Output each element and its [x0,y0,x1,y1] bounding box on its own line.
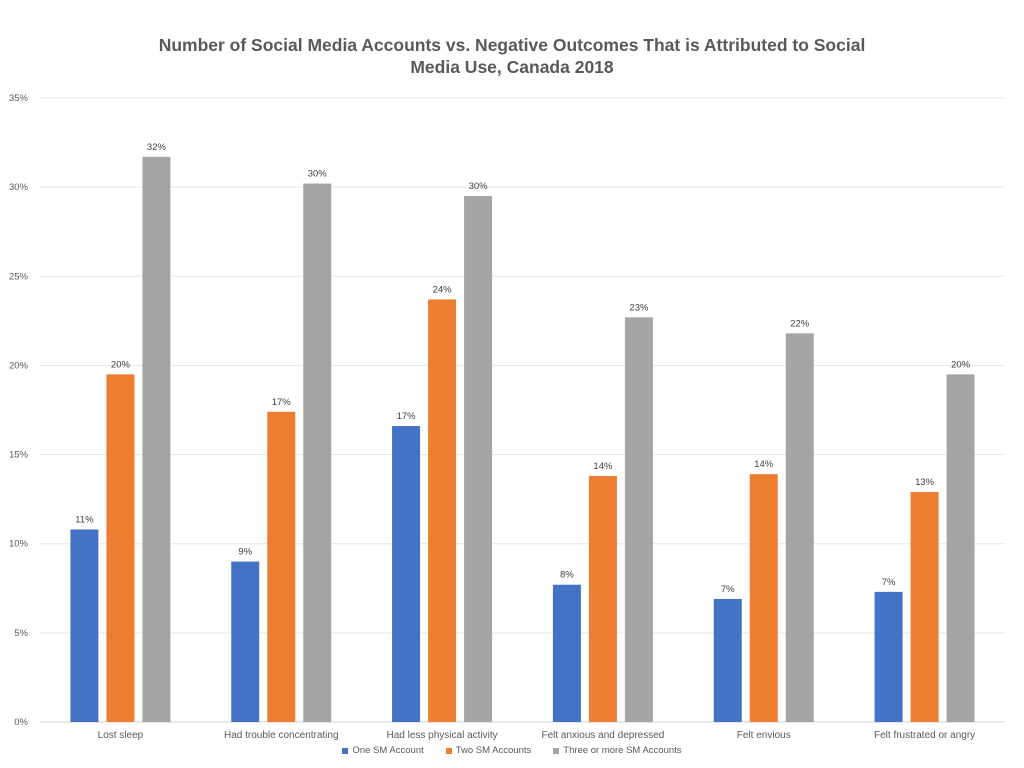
data-label: 22% [790,318,810,329]
y-tick-label: 0% [14,717,28,728]
data-label: 20% [951,359,971,370]
bar [552,584,581,722]
x-category-label: Felt anxious and depressed [541,730,664,741]
bar [713,598,742,722]
chart-title: Number of Social Media Accounts vs. Nega… [0,34,1024,78]
data-label: 9% [238,547,252,558]
legend-swatch-two-accounts [445,747,452,754]
chart-title-line-1: Number of Social Media Accounts vs. Nega… [158,35,866,55]
legend-item-two-accounts: Two SM Accounts [445,745,532,756]
bar [392,426,421,722]
bar [267,411,296,722]
bar [303,183,332,722]
data-label: 24% [433,284,453,295]
data-labels: 11% 20% 32% 9% 17% 30% 17% 24% 30% 8% 14% 23% 7% 14% 2… [75,142,970,595]
x-category-label: Lost sleep [98,730,144,741]
data-label: 20% [111,359,131,370]
bar [142,156,171,722]
data-label: 30% [308,169,328,180]
data-label: 32% [147,142,167,153]
y-tick-label: 25% [9,271,29,282]
legend-item-one-account: One SM Account [342,745,424,756]
data-label: 7% [721,584,735,595]
x-category-label: Had trouble concentrating [224,730,339,741]
gridlines [40,97,1005,723]
x-category-label: Felt envious [737,730,791,741]
y-tick-label: 35% [9,93,29,104]
data-label: 11% [75,514,94,525]
legend-item-three-plus-accounts: Three or more SM Accounts [553,745,682,756]
bar [910,492,939,722]
y-tick-label: 5% [14,628,28,639]
y-tick-label: 10% [9,539,29,550]
data-label: 17% [397,411,417,422]
data-label: 8% [560,570,574,581]
bar [874,591,903,722]
data-label: 17% [272,397,292,408]
legend-label-one-account: One SM Account [352,745,424,756]
bars [70,156,975,723]
bar [70,529,99,722]
legend-swatch-one-account [342,747,349,754]
data-label: 13% [915,477,935,488]
data-label: 30% [469,181,489,192]
y-tick-label: 30% [9,182,29,193]
bar [624,317,653,722]
bar [785,333,814,722]
y-tick-label: 20% [9,360,29,371]
legend-swatch-three-plus-accounts [553,747,560,754]
data-label: 14% [754,459,774,470]
x-category-label: Had less physical activity [387,730,498,741]
legend: One SM Account Two SM Accounts Three or … [0,745,1024,756]
bar [106,374,135,722]
data-label: 7% [882,577,896,588]
bar [428,299,457,722]
bar [749,474,778,722]
chart-title-line-2: Media Use, Canada 2018 [410,57,614,77]
data-label: 23% [629,302,649,313]
legend-label-two-accounts: Two SM Accounts [455,745,532,756]
x-category-label: Felt frustrated or angry [874,730,975,741]
bar [946,374,975,722]
x-axis-category-labels: Lost sleep Had trouble concentrating Had l… [98,730,976,741]
bar [588,475,617,722]
bar [464,196,493,723]
y-axis-tick-labels: 0% 5% 10% 15% 20% 25% 30% 35% [9,93,29,728]
legend-label-three-plus-accounts: Three or more SM Accounts [563,745,682,756]
bar [231,561,260,722]
y-tick-label: 15% [9,450,29,461]
data-label: 14% [593,461,613,472]
